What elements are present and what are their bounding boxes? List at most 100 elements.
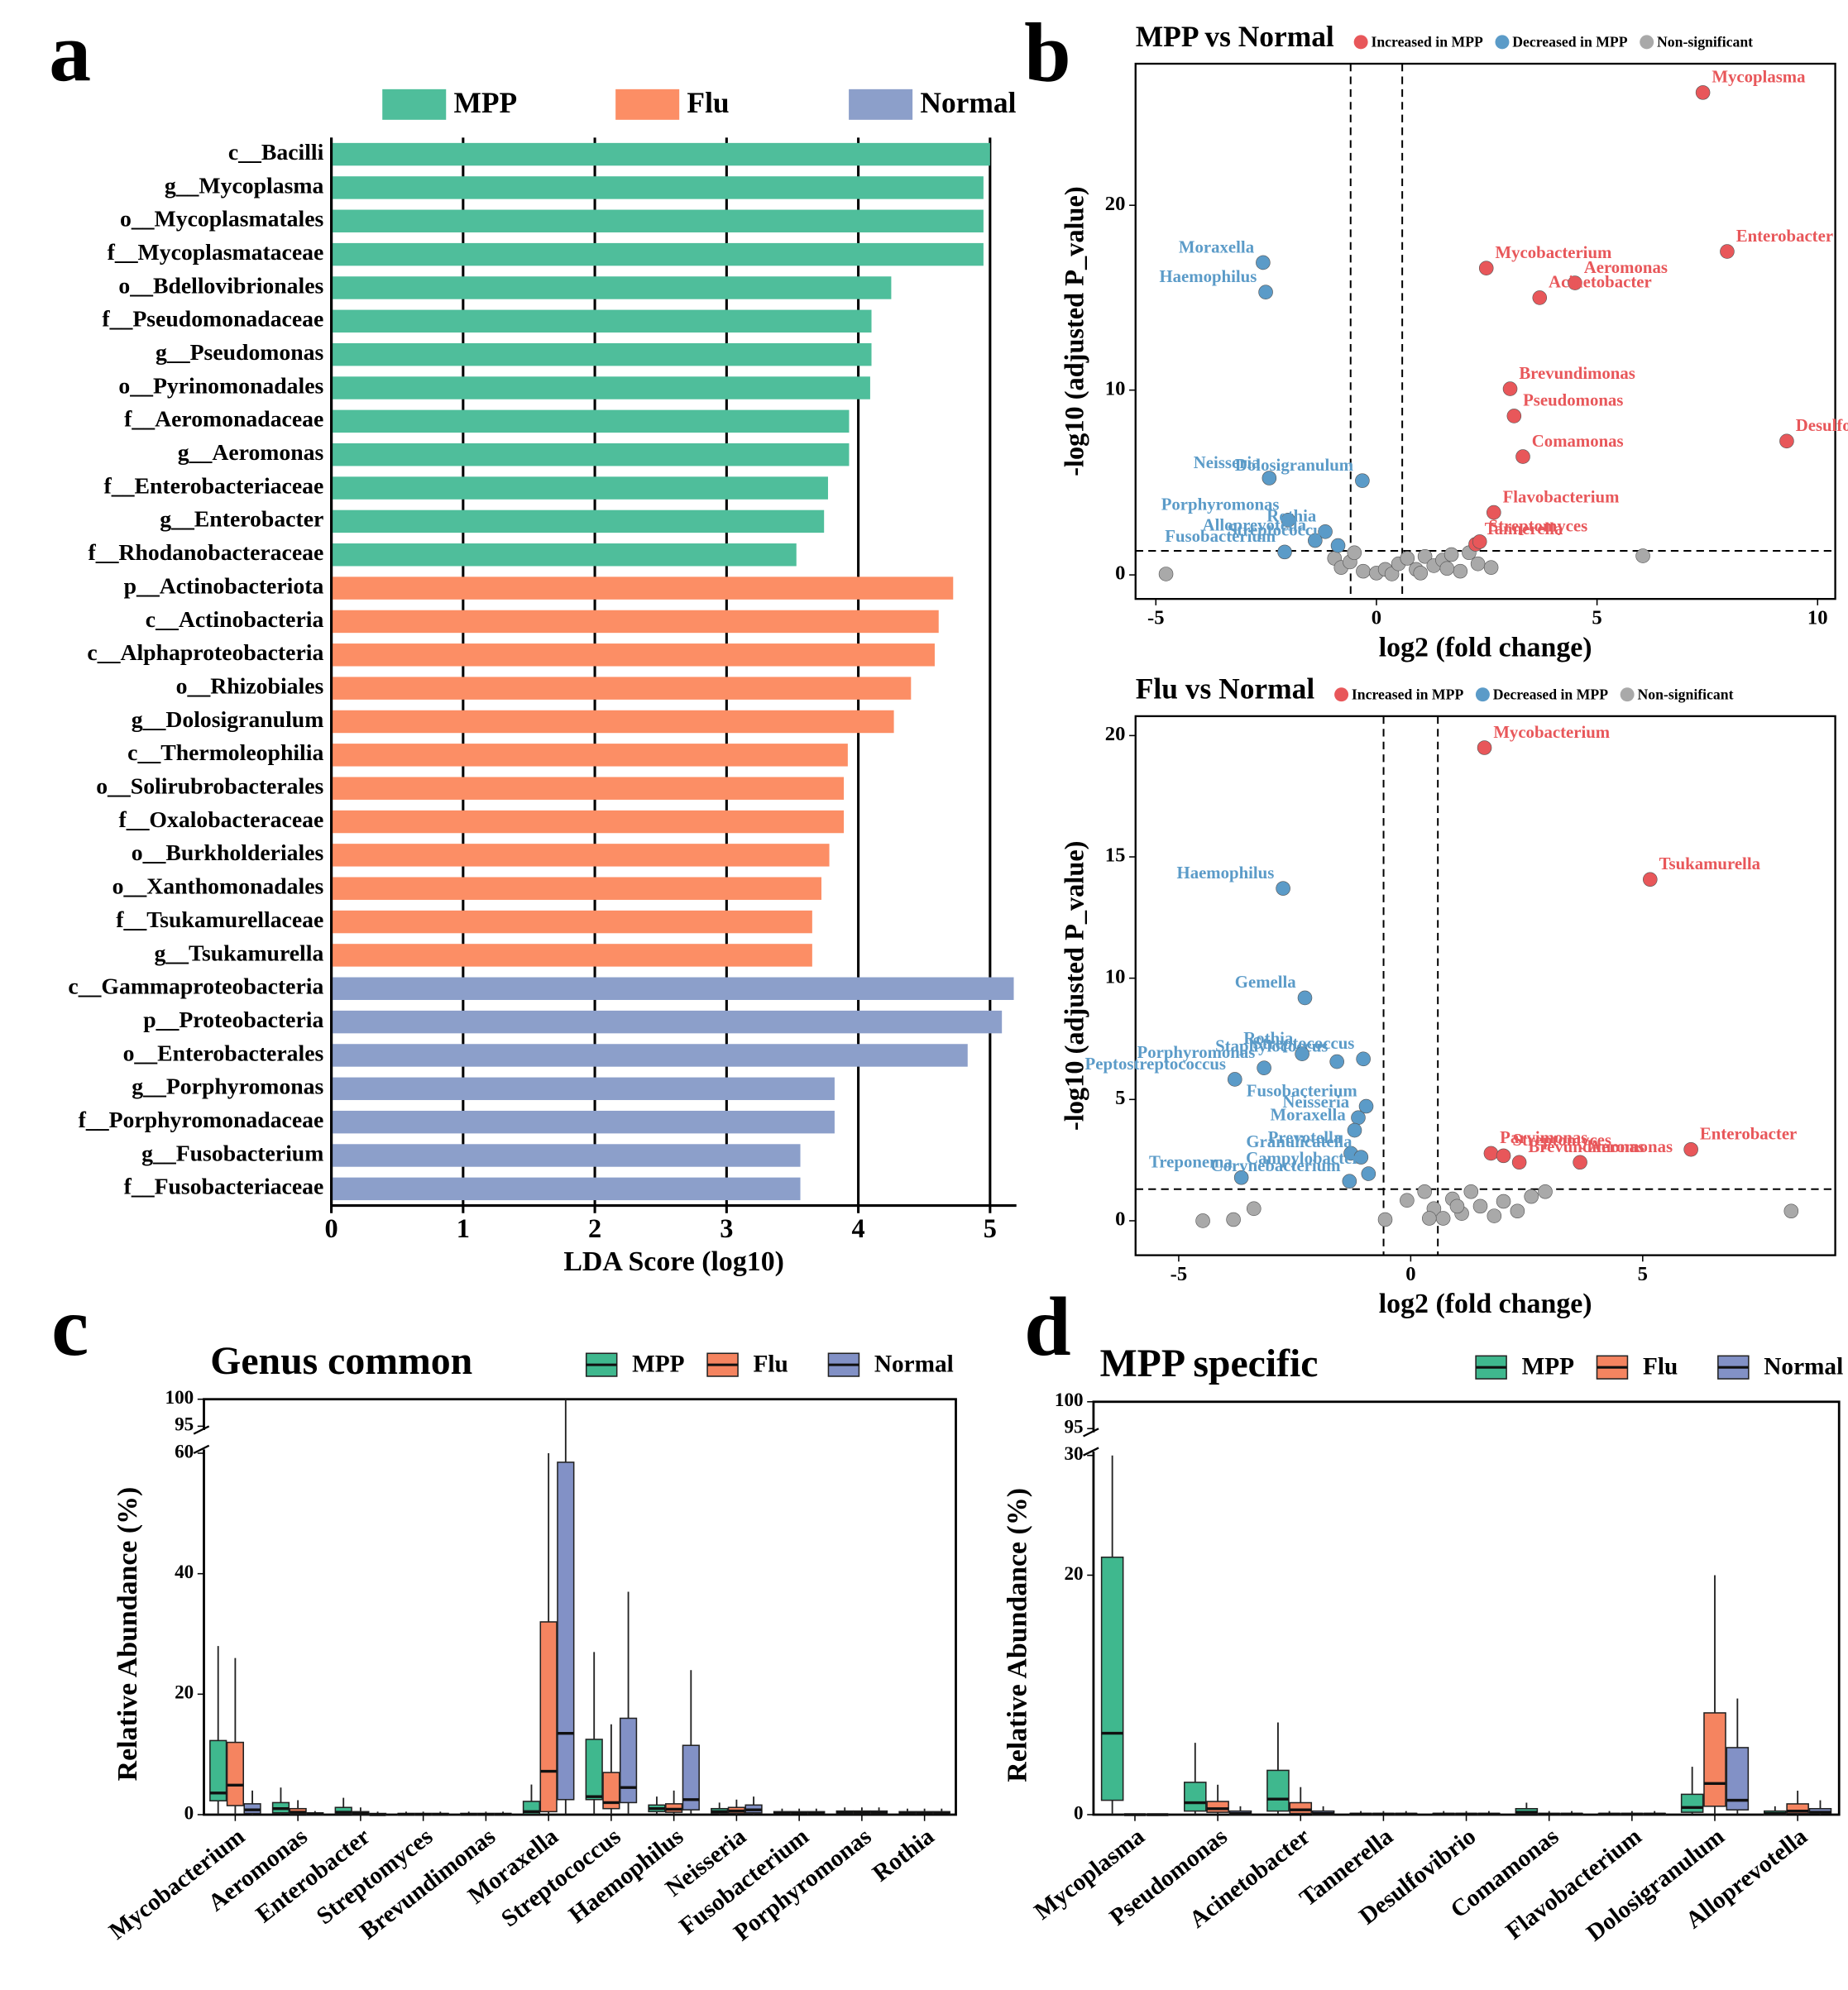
x-axis-title: LDA Score (log10) [563,1246,784,1277]
point-label: Parvimonas [1500,1128,1587,1147]
point [1356,1051,1371,1067]
x-tick-label: 1 [457,1213,470,1243]
category-label: f__Fusobacteriaceae [124,1174,324,1199]
point [1417,548,1433,564]
category-label: f__Enterobacteriaceae [104,472,324,498]
point [1443,547,1459,562]
point [1228,1072,1242,1087]
legend-label: Increased in MPP [1371,33,1483,50]
point [1487,505,1501,520]
point [1435,1211,1451,1226]
box [1184,1782,1207,1812]
x-tick-label: -5 [1147,606,1165,629]
box [1703,1712,1726,1807]
point [1568,275,1582,290]
x-tick-label: 5 [1638,1263,1648,1285]
y-tick-label: 20 [1105,193,1126,215]
bar [331,744,848,767]
panel-label: c [51,1280,89,1373]
axis-break [194,1429,209,1450]
point-label: Gemella [1235,973,1296,992]
point-label: Desulfovibrio [1796,416,1848,435]
point [1573,1155,1587,1170]
point [1413,566,1429,581]
point-label: Campylobacter [1246,1149,1359,1168]
point [1377,1212,1393,1227]
x-tick-label: 3 [720,1213,733,1243]
y-tick-label: 0 [1074,1801,1084,1823]
bar [331,810,845,834]
y-tick-label: 10 [1105,377,1126,399]
point [1510,1203,1525,1219]
panel-label: d [1024,1280,1071,1373]
point-label: Porphyromonas [1137,1043,1256,1062]
y-tick-label: 5 [1115,1087,1125,1109]
point [1524,1189,1539,1204]
bar [331,844,830,867]
legend-marker [1620,687,1635,702]
point [1506,409,1522,423]
plot-frame [1134,62,1836,600]
category-label: g__Mycoplasma [165,172,324,198]
category-label: g__Tsukamurella [154,940,323,965]
point-label: Comamonas [1532,432,1624,451]
bar [331,543,797,567]
point [1453,563,1468,579]
legend-label: Flu [1643,1353,1678,1380]
box [1100,1556,1124,1801]
point-label: Enterobacter [1736,227,1833,246]
point [1277,544,1292,560]
bar [331,1110,835,1134]
point [1358,1098,1374,1114]
bar [331,376,870,399]
point [1643,872,1658,887]
category-label: f__Oxalobacteraceae [118,806,323,832]
point [1256,255,1271,270]
y-tick-label: 20 [175,1681,194,1703]
point [1400,551,1415,566]
box [334,1806,352,1815]
y-axis-title: -log10 (adjusted P_value) [1059,186,1089,476]
point [1226,1212,1241,1227]
point [1783,1203,1799,1219]
point [1477,740,1492,755]
category-label: g__Porphyromonas [132,1074,323,1099]
category-label: o__Rhizobiales [176,672,324,698]
legend-label: MPP [453,86,517,119]
point-label: Haemophilus [1177,863,1275,883]
point [1463,1184,1479,1199]
break-mark [1083,1447,1099,1457]
category-label: o__Enterobacterales [123,1040,324,1065]
legend-label: Flu [754,1351,788,1377]
y-tick-label: 15 [1105,844,1126,867]
point [1361,1166,1376,1181]
point [1308,533,1323,548]
y-tick-label: 0 [1115,1208,1125,1231]
x-tick-label: 2 [588,1213,601,1243]
bar [331,342,872,366]
point-label: Streptomyces [1489,517,1588,536]
y-axis-title: Relative Abundance (%) [1002,1488,1032,1782]
bar [331,1077,835,1101]
point-label: Fusobacterium [1165,527,1276,546]
bar [331,309,872,333]
legend-marker [1475,687,1490,702]
legend-label: Decreased in MPP [1493,686,1608,702]
point [1502,381,1518,396]
y-tick-label: 100 [165,1386,194,1408]
box [602,1772,620,1810]
bar [331,276,892,299]
point-label: Streptococcus [1252,1034,1354,1053]
box [557,1461,575,1801]
box [619,1717,638,1804]
legend-label: Non-significant [1637,686,1733,702]
point [1347,1122,1362,1138]
legend-label: Increased in MPP [1352,686,1464,702]
category-label: g__Enterobacter [160,506,323,532]
category-label: p__Actinobacteriota [124,572,324,598]
x-tick-label: 5 [984,1213,997,1243]
point [1478,261,1494,275]
legend-swatch [382,88,447,120]
point [1472,534,1487,549]
category-label: c__Thermoleophilia [127,739,323,765]
